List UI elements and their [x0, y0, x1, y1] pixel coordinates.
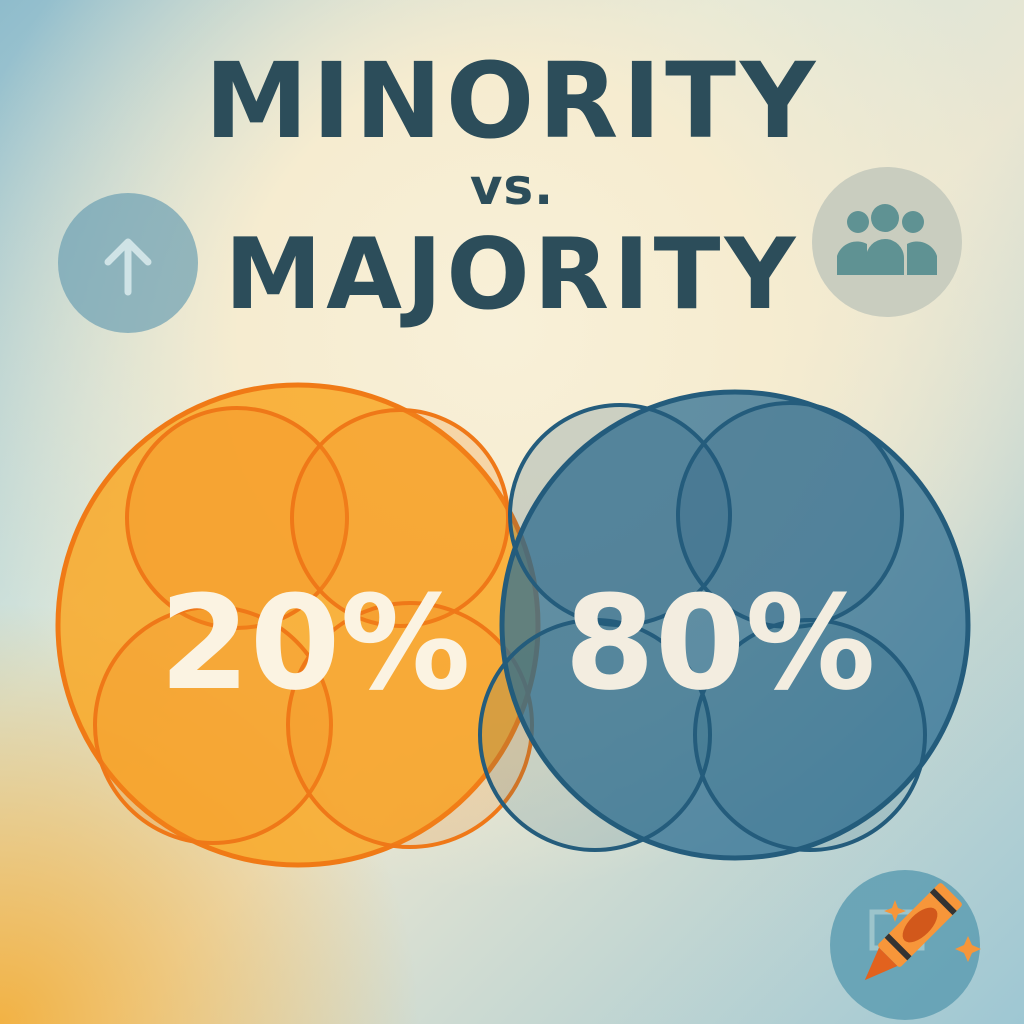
- minority-circle-group: [55, 382, 541, 868]
- arrow-up-icon: [58, 193, 198, 333]
- title-vs: vs.: [469, 158, 555, 216]
- crayon-icon: [830, 870, 981, 1020]
- people-group-icon: [812, 167, 962, 317]
- majority-percent: 80%: [564, 567, 875, 719]
- minority-percent: 20%: [159, 567, 470, 719]
- majority-circle-group: [478, 389, 971, 861]
- title-majority: MAJORITY: [224, 218, 800, 332]
- title-minority: MINORITY: [204, 40, 820, 162]
